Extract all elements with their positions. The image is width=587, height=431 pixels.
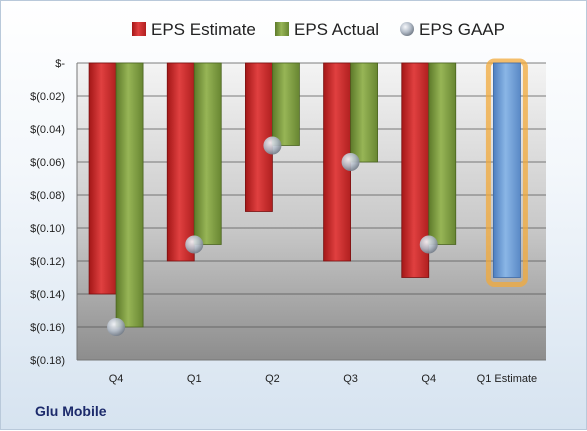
- gaap-point: [263, 136, 282, 155]
- bars: [88, 58, 528, 328]
- y-tick-label: $(0.16): [30, 322, 65, 334]
- gaap-point: [341, 153, 360, 171]
- x-tick-label: Q1 Estimate: [477, 373, 538, 385]
- legend-swatch-estimate: [132, 22, 146, 36]
- x-tick-label: Q3: [343, 373, 358, 385]
- gaap-points: [107, 136, 438, 336]
- gaap-point: [107, 318, 126, 336]
- y-tick-label: $(0.02): [30, 91, 65, 103]
- legend-label-estimate: EPS Estimate: [151, 20, 256, 39]
- y-tick-label: $(0.18): [30, 355, 65, 367]
- y-tick-label: $(0.06): [30, 157, 65, 169]
- y-tick-label: $(0.10): [30, 223, 65, 235]
- y-tick-label: $(0.14): [30, 289, 65, 301]
- x-tick-label: Q1: [187, 373, 202, 385]
- company-name: Glu Mobile: [35, 403, 107, 419]
- estimate-bar-highlighted: [493, 62, 521, 278]
- gaap-point: [185, 235, 204, 254]
- x-tick-label: Q4: [421, 373, 436, 385]
- legend-swatch-gaap: [400, 22, 414, 36]
- x-tick-label: Q4: [109, 373, 124, 385]
- estimate-bar: [245, 62, 273, 212]
- estimate-bar: [166, 62, 195, 262]
- y-axis-ticks: $- $(0.02) $(0.04) $(0.06) $(0.08) $(0.10) $(0…: [30, 58, 65, 367]
- actual-bar: [350, 62, 378, 163]
- actual-bar: [115, 62, 144, 328]
- y-tick-label: $-: [55, 58, 65, 70]
- y-tick-label: $(0.04): [30, 124, 65, 136]
- actual-bar: [272, 62, 300, 146]
- actual-bar: [428, 62, 457, 245]
- x-axis-ticks: Q4 Q1 Q2 Q3 Q4 Q1 Estimate: [109, 373, 537, 385]
- legend-swatch-actual: [275, 22, 289, 36]
- actual-bar: [193, 62, 222, 245]
- y-tick-label: $(0.08): [30, 190, 65, 202]
- legend-label-gaap: EPS GAAP: [419, 20, 505, 39]
- y-tick-label: $(0.12): [30, 256, 65, 268]
- estimate-highlight-glow: [485, 58, 528, 287]
- estimate-bar: [88, 62, 117, 295]
- legend-label-actual: EPS Actual: [294, 20, 379, 39]
- x-tick-label: Q2: [265, 373, 280, 385]
- legend: EPS Estimate EPS Actual EPS GAAP: [132, 20, 505, 39]
- plot-area: [77, 63, 546, 360]
- gridlines: [76, 62, 546, 361]
- gaap-point: [419, 235, 438, 254]
